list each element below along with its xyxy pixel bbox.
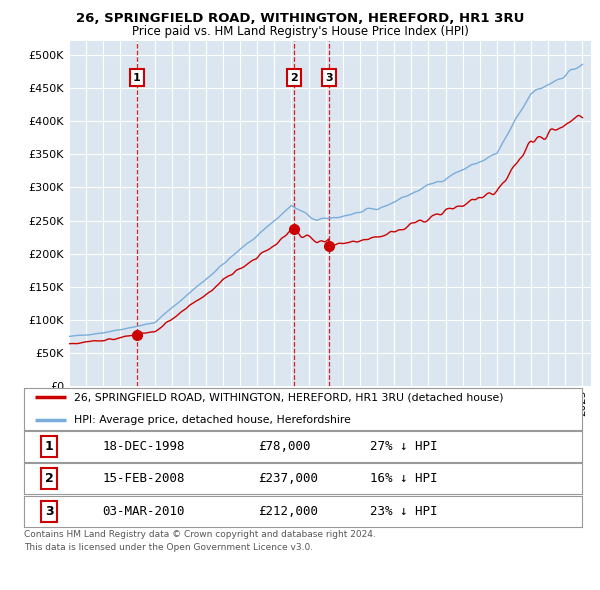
Text: 03-MAR-2010: 03-MAR-2010: [102, 504, 185, 518]
Text: 2: 2: [290, 73, 298, 83]
Text: 15-FEB-2008: 15-FEB-2008: [102, 472, 185, 486]
Text: 3: 3: [45, 504, 53, 518]
Text: £212,000: £212,000: [259, 504, 319, 518]
Text: £78,000: £78,000: [259, 440, 311, 453]
Text: 16% ↓ HPI: 16% ↓ HPI: [370, 472, 437, 486]
Text: 1: 1: [45, 440, 53, 453]
Text: £237,000: £237,000: [259, 472, 319, 486]
Text: 3: 3: [325, 73, 332, 83]
Text: Price paid vs. HM Land Registry's House Price Index (HPI): Price paid vs. HM Land Registry's House …: [131, 25, 469, 38]
Text: 2: 2: [45, 472, 53, 486]
Text: 27% ↓ HPI: 27% ↓ HPI: [370, 440, 437, 453]
Text: 1: 1: [133, 73, 140, 83]
Text: HPI: Average price, detached house, Herefordshire: HPI: Average price, detached house, Here…: [74, 415, 351, 425]
Text: 26, SPRINGFIELD ROAD, WITHINGTON, HEREFORD, HR1 3RU (detached house): 26, SPRINGFIELD ROAD, WITHINGTON, HEREFO…: [74, 392, 504, 402]
Text: 26, SPRINGFIELD ROAD, WITHINGTON, HEREFORD, HR1 3RU: 26, SPRINGFIELD ROAD, WITHINGTON, HEREFO…: [76, 12, 524, 25]
Text: 23% ↓ HPI: 23% ↓ HPI: [370, 504, 437, 518]
Text: 18-DEC-1998: 18-DEC-1998: [102, 440, 185, 453]
Text: This data is licensed under the Open Government Licence v3.0.: This data is licensed under the Open Gov…: [24, 543, 313, 552]
Text: Contains HM Land Registry data © Crown copyright and database right 2024.: Contains HM Land Registry data © Crown c…: [24, 530, 376, 539]
